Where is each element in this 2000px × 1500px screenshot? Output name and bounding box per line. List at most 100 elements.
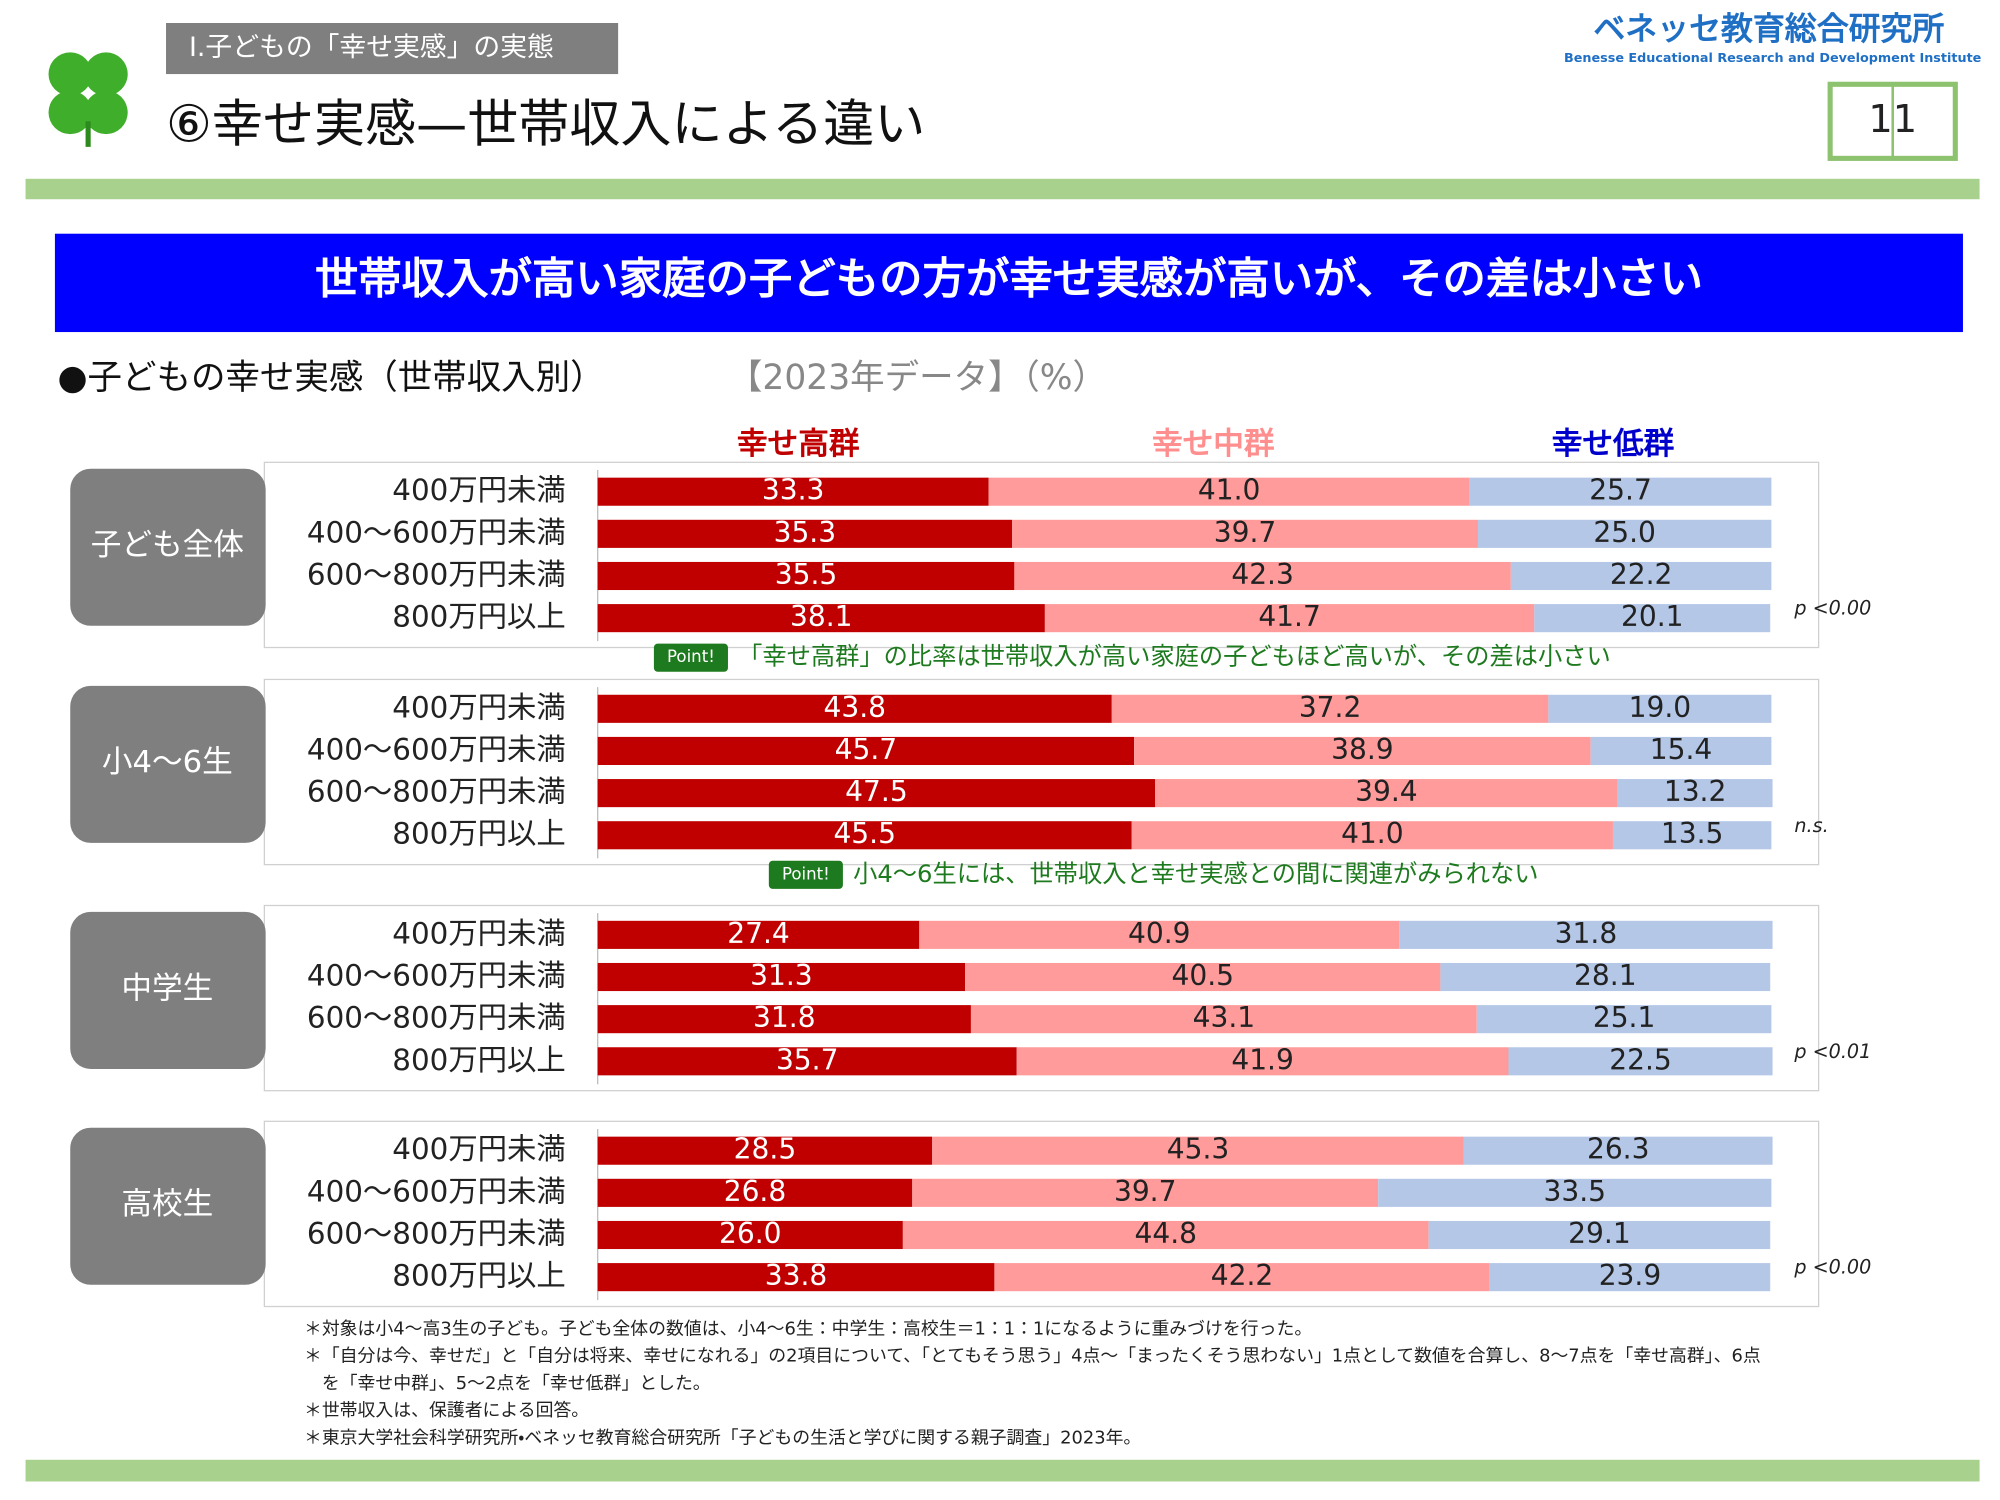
bar-segment [597, 779, 1156, 808]
value-label: 25.0 [1593, 516, 1656, 549]
value-label: 15.4 [1650, 733, 1713, 766]
bar-segment [597, 561, 1015, 591]
value-label: 45.7 [835, 733, 898, 766]
footnote: ＊「自分は今、幸せだ」と「自分は将来、幸せになれる」の2項目について、「とてもそ… [304, 1346, 1761, 1367]
bar-segment [597, 694, 1112, 723]
bar-segment [1399, 920, 1773, 949]
bar-segment [597, 920, 920, 949]
value-label: 45.5 [833, 817, 896, 850]
section-tag [166, 22, 619, 75]
value-label: 31.8 [1555, 917, 1618, 950]
chart-heading-note: 【2023年データ】（%） [728, 358, 1107, 398]
value-label: 38.9 [1331, 733, 1394, 766]
significance: p <0.00 [1793, 1256, 1871, 1279]
headline-banner [54, 233, 1963, 333]
group-label-box [70, 911, 266, 1069]
bar-segment [597, 1178, 913, 1207]
value-label: 47.5 [845, 775, 908, 808]
bar-segment [1508, 1047, 1773, 1076]
bar-segment [1489, 1263, 1771, 1292]
value-label: 20.1 [1621, 600, 1684, 633]
bar-segment [597, 1005, 971, 1034]
bar-segment [1155, 779, 1618, 808]
category-label: 400〜600万円未満 [307, 959, 566, 993]
value-label: 38.1 [790, 600, 853, 633]
value-label: 33.8 [765, 1259, 828, 1292]
value-label: 23.9 [1599, 1259, 1662, 1292]
group-label-box [70, 1127, 266, 1285]
bar-segment [1014, 561, 1511, 591]
significance: n.s. [1794, 814, 1828, 837]
chart-heading: ●子どもの幸せ実感（世帯収入別） [57, 358, 604, 398]
value-label: 26.3 [1587, 1133, 1650, 1166]
bar-segment [988, 477, 1470, 506]
bar-segment [597, 604, 1045, 633]
value-label: 26.8 [724, 1175, 787, 1208]
value-label: 27.4 [727, 917, 790, 950]
legend-entry: 幸せ低群 [1552, 426, 1675, 462]
legend-entry: 幸せ高群 [737, 426, 860, 462]
point-text: 「幸せ高群」の比率は世帯収入が高い家庭の子どもほど高いが、その差は小さい [738, 642, 1611, 671]
point-badge [653, 643, 728, 672]
slide-title: ⑥幸せ実感—世帯収入による違い [166, 96, 925, 155]
bottom-rule [25, 1459, 1980, 1482]
value-label: 13.5 [1661, 817, 1724, 850]
category-label: 600〜800万円未満 [307, 1216, 566, 1250]
bar-segment [597, 962, 966, 992]
group-label: 小4〜6生 [102, 745, 233, 780]
bar-segment [1469, 477, 1772, 506]
value-label: 35.7 [776, 1043, 839, 1076]
value-label: 45.3 [1167, 1133, 1230, 1166]
bar-segment [1378, 1178, 1772, 1207]
point-badge [768, 860, 843, 889]
value-label: 42.2 [1211, 1259, 1274, 1292]
bar-segment [597, 736, 1135, 766]
bar-segment [1440, 962, 1771, 992]
point-text: 小4〜6生には、世帯収入と幸せ実感との間に関連がみられない [853, 859, 1538, 888]
value-label: 39.7 [1214, 516, 1277, 549]
value-label: 39.7 [1114, 1175, 1177, 1208]
value-label: 35.3 [774, 516, 837, 549]
footnote: ＊対象は小4〜高3生の子ども。子ども全体の数値は、小4〜6生：中学生：高校生＝1… [304, 1319, 1312, 1340]
bar-segment [919, 920, 1400, 949]
footnote: を「幸せ中群」、5〜2点を「幸せ低群」とした。 [322, 1373, 711, 1394]
bar-segment [597, 519, 1013, 548]
bar-segment [1016, 1047, 1509, 1076]
value-label: 31.8 [753, 1001, 816, 1034]
group-label-box [70, 685, 266, 843]
bar-segment [597, 1220, 903, 1250]
group-label: 子ども全体 [91, 528, 244, 563]
value-label: 28.5 [734, 1133, 797, 1166]
category-label: 800万円以上 [392, 817, 565, 851]
footnote: ＊世帯収入は、保護者による回答。 [304, 1400, 589, 1421]
group-label-box [70, 468, 266, 626]
bar-segment [1477, 519, 1772, 548]
significance: p <0.00 [1793, 597, 1871, 620]
section-text: Ⅰ.子どもの「幸せ実感」の実態 [189, 32, 554, 63]
value-label: 42.3 [1231, 558, 1294, 591]
value-label: 22.5 [1609, 1043, 1672, 1076]
bar-segment [1534, 604, 1771, 633]
bar-segment [1131, 821, 1613, 850]
bar-segment [912, 1178, 1379, 1207]
category-label: 400万円未満 [392, 473, 565, 507]
point-badge-text: Point! [782, 864, 830, 883]
group-label: 中学生 [121, 971, 213, 1006]
page-book [1827, 81, 1958, 161]
significance: p <0.01 [1793, 1040, 1871, 1063]
category-label: 600〜800万円未満 [307, 557, 566, 591]
bar-segment [1510, 561, 1772, 591]
value-label: 39.4 [1355, 775, 1418, 808]
bar-segment [1590, 736, 1772, 766]
bar-segment [1612, 821, 1772, 850]
value-label: 40.9 [1128, 917, 1191, 950]
bar-segment [1111, 694, 1549, 723]
top-rule [25, 178, 1980, 200]
bar-segment [902, 1220, 1429, 1250]
bar-segment [1463, 1136, 1773, 1165]
bar-segment [994, 1263, 1490, 1292]
category-label: 400万円未満 [392, 916, 565, 950]
value-label: 43.1 [1193, 1001, 1256, 1034]
